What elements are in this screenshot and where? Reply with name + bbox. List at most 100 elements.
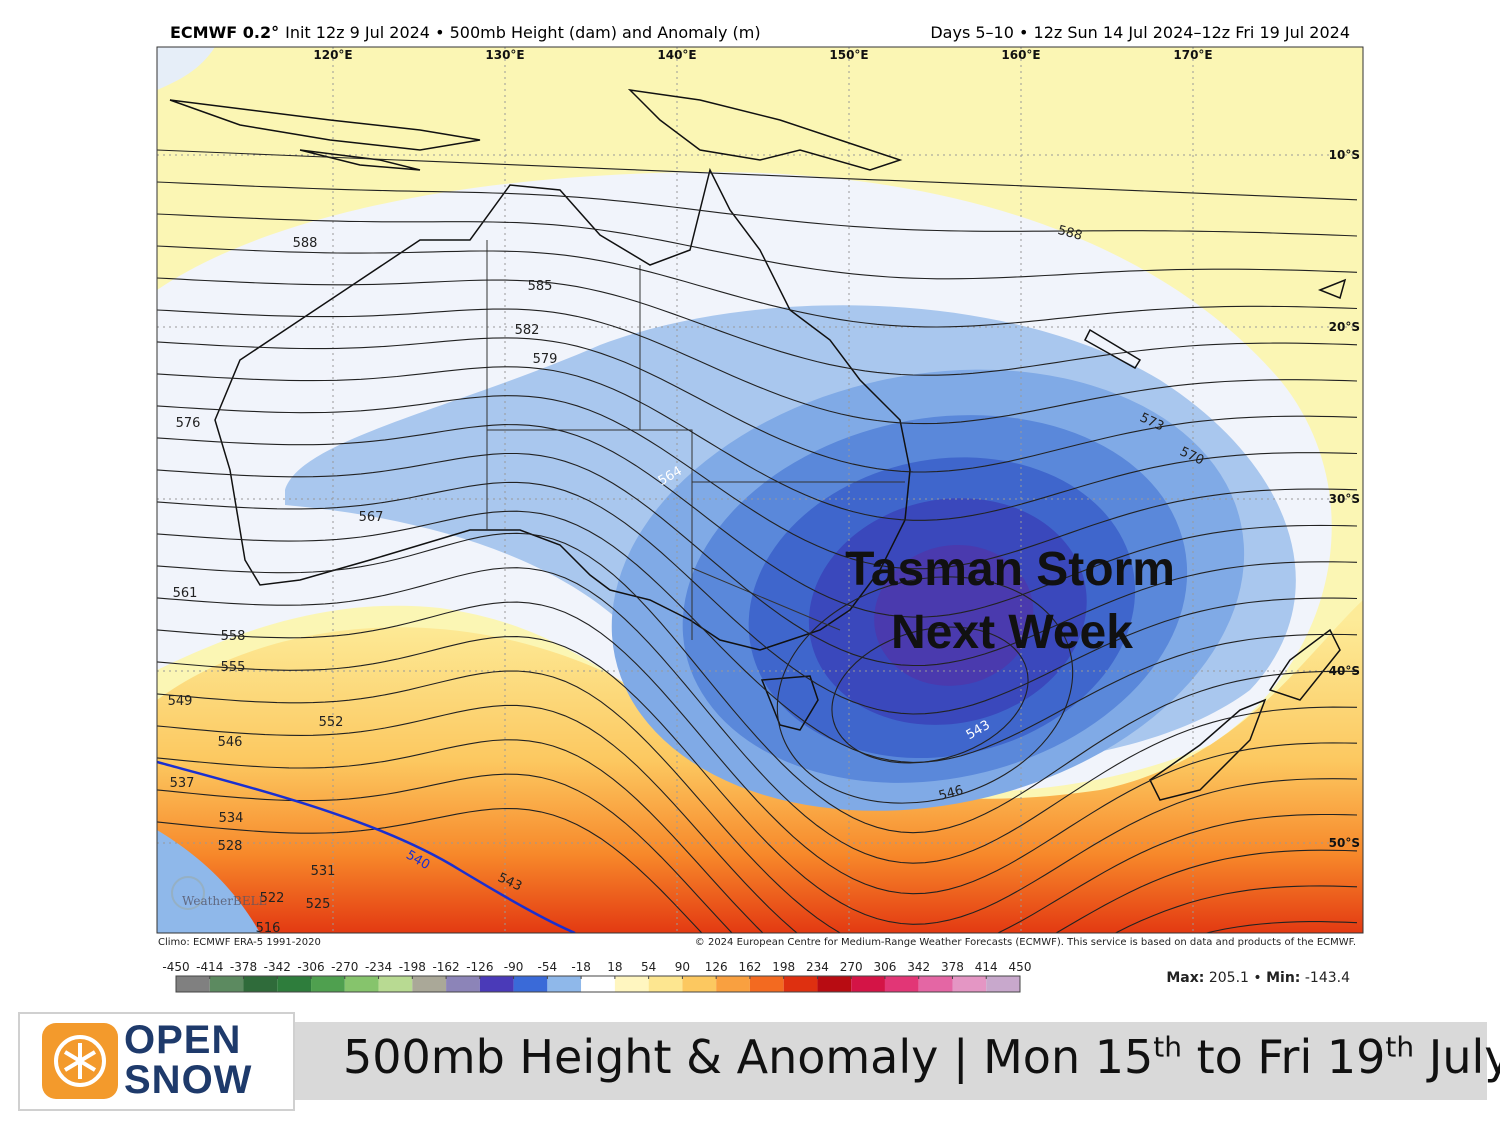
colorbar-tick-label: -234 (365, 960, 392, 974)
contour (157, 481, 1358, 715)
colorbar-segment (311, 976, 345, 992)
colorbar-tick-label: -306 (297, 960, 324, 974)
colorbar-segment (277, 976, 312, 992)
colorbar-tick-label: 450 (1009, 960, 1032, 974)
caption-part: July (1428, 1030, 1500, 1084)
colorbar-tick-label: -162 (432, 960, 459, 974)
min-value: -143.4 (1305, 970, 1350, 986)
run-label: Init 12z 9 Jul 2024 • 500mb Height (dam)… (285, 23, 760, 42)
colorbar-tick-label: 198 (772, 960, 795, 974)
colorbar-segment (209, 976, 244, 992)
contour-label: 561 (173, 586, 198, 601)
longitude-label: 150°E (829, 48, 868, 62)
colorbar-tick-label: -342 (264, 960, 291, 974)
colorbar-tick-label: 90 (675, 960, 690, 974)
colorbar-segment (716, 976, 750, 992)
colorbar-segment (479, 976, 514, 992)
contour (157, 452, 1358, 667)
colorbar-segment (547, 976, 582, 992)
contour-label: 567 (359, 510, 384, 525)
colorbar-tick-label: 270 (840, 960, 863, 974)
contour-label: 588 (1056, 223, 1084, 244)
contour-label: 516 (256, 921, 281, 936)
colorbar-tick-label: -378 (230, 960, 257, 974)
height-contours (157, 149, 1358, 933)
colorbar-tick-label: -54 (538, 960, 558, 974)
tasmania (760, 675, 819, 731)
new-guinea (627, 88, 903, 171)
map-frame (156, 46, 1364, 934)
colorbar-segment (986, 976, 1020, 992)
colorbar-segment (682, 976, 717, 992)
contour-540 (157, 760, 576, 933)
logo-word: OPEN (124, 1018, 242, 1062)
contour-label: 528 (218, 839, 243, 854)
colorbar-tick-label: 342 (907, 960, 930, 974)
latitude-label: 30°S (1329, 492, 1360, 506)
contour (157, 704, 1358, 933)
max-value: 205.1 (1209, 970, 1249, 986)
longitude-label: 120°E (313, 48, 352, 62)
colorbar-segment (884, 976, 919, 992)
pale-region (157, 47, 215, 90)
logo: OPEN SNOW (18, 1012, 295, 1111)
colorbar-segment (243, 976, 278, 992)
colorbar-segment (513, 976, 548, 992)
colorbar-tick-label: -198 (399, 960, 426, 974)
border (486, 240, 905, 640)
contour (157, 149, 1358, 201)
colorbar-tick-label: -18 (571, 960, 591, 974)
latitude-label: 40°S (1329, 664, 1360, 678)
colorbar-segment (648, 976, 683, 992)
contour-label: 546 (937, 783, 965, 804)
islands (169, 99, 481, 171)
colorbar-tick-label: -90 (504, 960, 524, 974)
colorbar-tick-label: -270 (331, 960, 358, 974)
contour-label: 552 (319, 715, 344, 730)
colorbar-tick-label: 414 (975, 960, 998, 974)
contour (157, 395, 1358, 570)
contour (157, 245, 1358, 328)
header-right: Days 5–10 • 12z Sun 14 Jul 2024–12z Fri … (930, 23, 1350, 42)
copyright: © 2024 European Centre for Medium-Range … (695, 937, 1356, 948)
contour (157, 277, 1358, 376)
contour-label: 582 (515, 323, 540, 338)
longitude-label: 170°E (1173, 48, 1212, 62)
latitude-label: 10°S (1329, 148, 1360, 162)
colorbar-segment (851, 976, 885, 992)
contour-label: 549 (168, 694, 193, 709)
logo-icon (42, 1023, 118, 1099)
contour-label: 522 (260, 891, 285, 906)
logo-ring (54, 1035, 106, 1087)
contour-label: 585 (528, 279, 553, 294)
colorbar-segment (918, 976, 953, 992)
colorbar-tick-label: -126 (466, 960, 493, 974)
contour-label: 588 (293, 236, 318, 251)
longitude-label: 130°E (485, 48, 524, 62)
caption-sup: th (1385, 1030, 1415, 1064)
colorbar-segment (176, 976, 210, 992)
contour (157, 308, 1358, 425)
stats: Max: 205.1 • Min: -143.4 (1166, 970, 1350, 986)
min-label: Min: (1266, 970, 1300, 986)
contour (157, 532, 1358, 834)
graticule (157, 47, 1363, 933)
contour-label: 558 (221, 629, 246, 644)
contour (157, 424, 1358, 618)
australia (214, 167, 911, 651)
colorbar-segment (614, 976, 649, 992)
contour-labels: 588 585 582 579 576 567 564 561 558 555 … (168, 223, 1207, 936)
colorbar-tick-label: 162 (738, 960, 761, 974)
new-zealand (1149, 628, 1341, 801)
colorbar-tick-label: 126 (705, 960, 728, 974)
model-label: ECMWF 0.2° (170, 23, 279, 42)
state-borders (486, 240, 905, 640)
watermark: WeatherBELL (182, 894, 267, 908)
annotation-line: Next Week (891, 606, 1133, 659)
logo-flake (63, 1043, 97, 1079)
contour-label: 531 (311, 864, 336, 879)
longitude-label: 160°E (1001, 48, 1040, 62)
cold-core (611, 369, 1245, 811)
colorbar-tick-label: -450 (162, 960, 189, 974)
contour-label: 555 (221, 660, 246, 675)
